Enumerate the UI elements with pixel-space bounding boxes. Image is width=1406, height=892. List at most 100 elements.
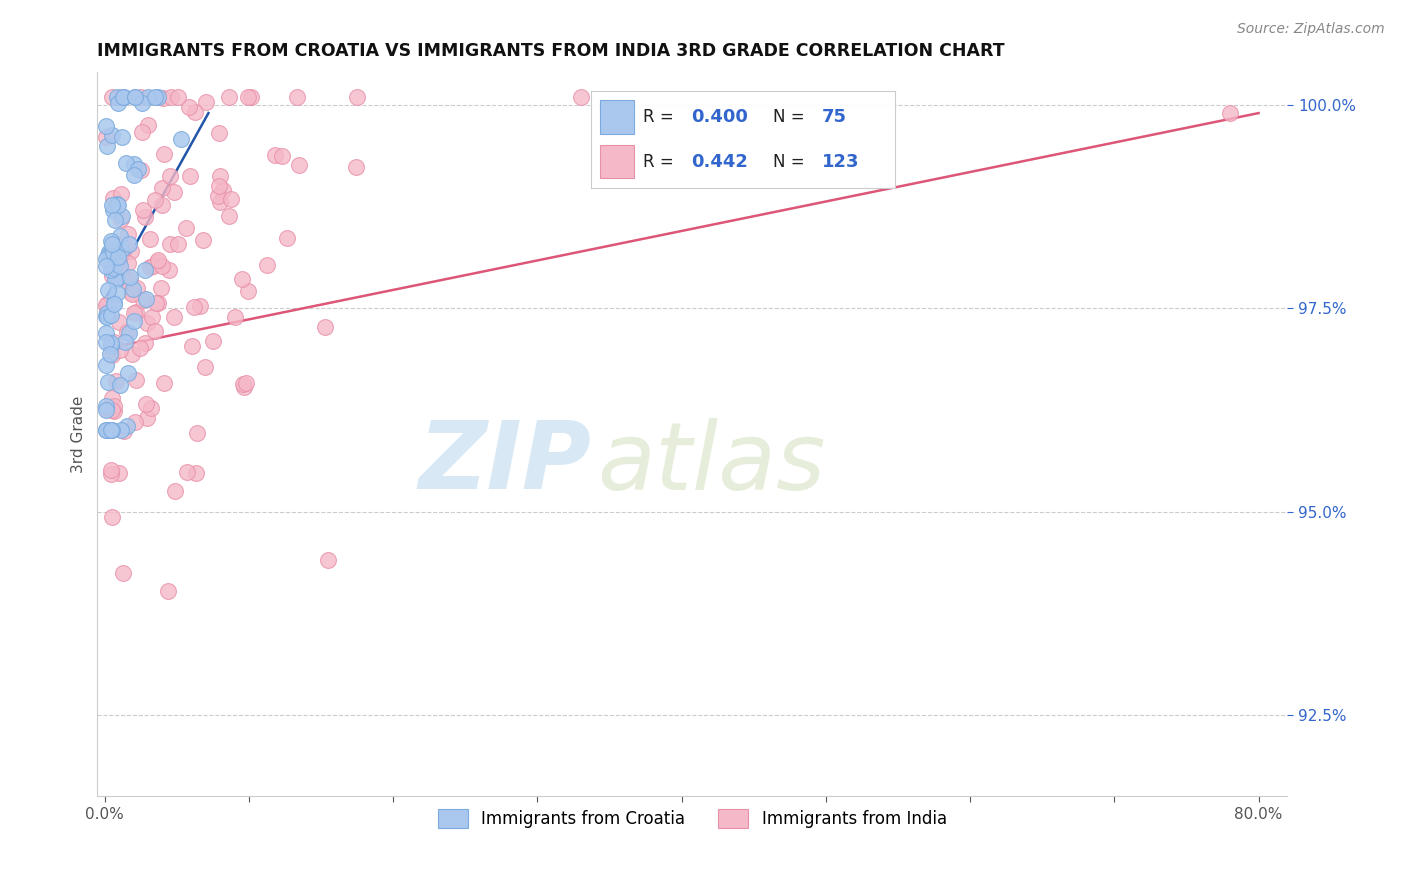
Point (165, 484, 187, 499)
Point (122, 282, 145, 296)
Point (131, 95, 153, 110)
Point (232, 377, 254, 392)
Point (101, 191, 124, 205)
Point (120, 269, 142, 284)
Point (101, 510, 124, 524)
Point (111, 566, 134, 581)
Point (194, 95, 217, 110)
Point (110, 209, 132, 223)
Point (103, 334, 125, 349)
Point (124, 415, 146, 429)
Point (207, 179, 229, 194)
Point (114, 272, 136, 286)
Point (110, 228, 132, 243)
Point (110, 243, 132, 257)
Point (208, 195, 231, 210)
Point (118, 237, 141, 252)
Point (100, 235, 122, 249)
Point (111, 90, 134, 104)
Point (96, 310, 118, 324)
Point (124, 90, 146, 104)
Point (218, 209, 240, 223)
Point (100, 467, 122, 481)
Point (101, 198, 124, 212)
Point (569, 90, 592, 104)
Y-axis label: 3rd Grade: 3rd Grade (72, 395, 86, 473)
Point (218, 90, 240, 104)
Point (125, 305, 148, 319)
Point (100, 403, 122, 417)
Point (288, 158, 311, 172)
Point (146, 90, 169, 104)
Point (96, 305, 118, 319)
Point (103, 399, 125, 413)
Point (238, 284, 260, 298)
Point (156, 584, 179, 599)
Point (129, 90, 152, 104)
Point (107, 315, 129, 329)
Point (108, 378, 131, 392)
Point (94, 423, 117, 437)
Text: IMMIGRANTS FROM CROATIA VS IMMIGRANTS FROM INDIA 3RD GRADE CORRELATION CHART: IMMIGRANTS FROM CROATIA VS IMMIGRANTS FR… (97, 42, 1005, 60)
Point (139, 232, 162, 246)
Point (110, 211, 132, 226)
Point (159, 237, 181, 252)
Point (94, 310, 117, 324)
Point (152, 147, 174, 161)
Point (134, 335, 156, 350)
Point (152, 376, 174, 391)
Point (143, 193, 166, 207)
Point (181, 339, 204, 353)
Point (145, 296, 167, 310)
Point (163, 186, 186, 200)
Point (97, 423, 120, 437)
Point (112, 424, 135, 438)
Point (207, 188, 229, 202)
Point (276, 231, 298, 245)
Point (115, 325, 138, 339)
Point (256, 258, 278, 272)
Point (104, 213, 127, 227)
Point (264, 147, 287, 161)
Point (152, 91, 174, 105)
Point (270, 149, 292, 163)
Point (108, 343, 131, 358)
Point (194, 360, 217, 375)
Point (193, 233, 215, 247)
Point (134, 210, 156, 224)
Point (97, 283, 120, 297)
Point (166, 237, 188, 252)
Point (107, 250, 129, 264)
Point (166, 90, 188, 104)
Point (142, 259, 165, 273)
Point (110, 186, 132, 201)
Point (105, 196, 128, 211)
Point (122, 314, 145, 328)
Point (94, 399, 117, 413)
Point (100, 423, 122, 437)
Point (101, 236, 124, 251)
Point (169, 132, 191, 146)
Point (157, 263, 180, 277)
Point (209, 169, 232, 184)
Point (100, 263, 122, 277)
Point (235, 376, 257, 390)
Point (150, 181, 173, 195)
Point (114, 334, 136, 349)
Point (111, 130, 134, 145)
Point (139, 260, 162, 274)
Point (240, 90, 263, 104)
Legend: Immigrants from Croatia, Immigrants from India: Immigrants from Croatia, Immigrants from… (432, 802, 953, 835)
Point (135, 397, 157, 411)
Point (100, 269, 122, 284)
Point (150, 198, 173, 212)
Point (141, 310, 163, 325)
Point (287, 90, 309, 104)
Point (128, 341, 150, 355)
Point (98, 244, 121, 259)
Point (101, 348, 124, 362)
Point (163, 310, 186, 324)
Point (176, 465, 198, 479)
Text: atlas: atlas (598, 417, 825, 508)
Point (233, 380, 256, 394)
